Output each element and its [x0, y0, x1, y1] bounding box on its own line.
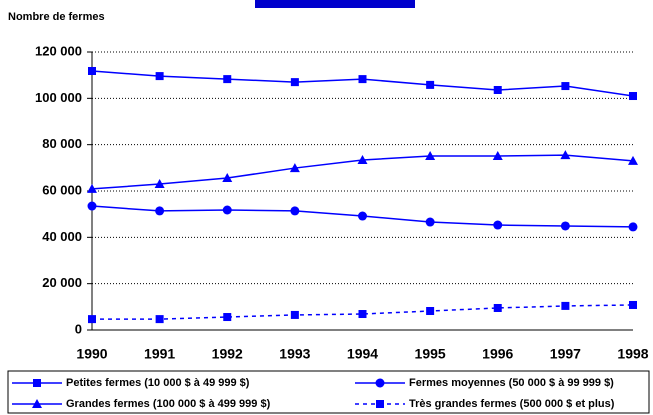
- y-tick-label: 0: [75, 321, 82, 336]
- marker: [426, 307, 435, 316]
- marker: [561, 82, 570, 91]
- marker: [561, 301, 570, 310]
- marker: [425, 217, 435, 227]
- marker: [629, 300, 637, 309]
- y-tick-label: 20 000: [42, 275, 82, 290]
- marker: [155, 72, 164, 81]
- marker: [629, 92, 637, 101]
- legend-label: Petites fermes (10 000 $ à 49 999 $): [66, 377, 250, 389]
- marker: [154, 179, 165, 189]
- x-tick-label: 1995: [415, 346, 446, 362]
- marker: [222, 173, 233, 183]
- marker: [492, 151, 503, 161]
- x-tick-label: 1998: [617, 346, 648, 362]
- legend-marker: [376, 400, 384, 408]
- marker: [560, 150, 571, 160]
- marker: [222, 205, 232, 215]
- x-tick-label: 1996: [482, 346, 513, 362]
- marker: [493, 303, 502, 312]
- y-tick-label: 120 000: [35, 43, 82, 58]
- marker: [358, 211, 367, 221]
- y-tick-label: 80 000: [42, 136, 82, 151]
- x-tick-label: 1997: [550, 346, 581, 362]
- marker: [223, 75, 232, 84]
- title-banner: [255, 0, 415, 8]
- y-tick-label: 40 000: [42, 229, 82, 244]
- marker: [357, 154, 368, 164]
- marker: [628, 222, 638, 232]
- legend-marker: [33, 379, 41, 387]
- y-tick-label: 100 000: [35, 90, 82, 105]
- legend-label: Fermes moyennes (50 000 $ à 99 999 $): [409, 377, 614, 389]
- marker: [155, 315, 164, 324]
- legend-label: Grandes fermes (100 000 $ à 499 999 $): [66, 398, 271, 410]
- x-tick-label: 1990: [76, 346, 107, 362]
- series-line: [91, 70, 634, 97]
- legend-marker: [32, 399, 42, 408]
- marker: [358, 310, 367, 319]
- marker: [223, 313, 232, 322]
- marker: [87, 183, 97, 193]
- marker: [290, 78, 299, 87]
- marker: [493, 85, 502, 94]
- x-tick-label: 1993: [279, 346, 310, 362]
- marker: [87, 201, 97, 211]
- marker: [289, 163, 300, 173]
- marker: [426, 80, 435, 89]
- marker: [88, 66, 96, 75]
- marker: [628, 155, 638, 165]
- marker: [290, 206, 300, 216]
- x-tick-label: 1992: [212, 346, 243, 362]
- legend-box: [7, 370, 650, 414]
- x-tick-label: 1994: [347, 346, 378, 362]
- marker: [493, 220, 503, 230]
- legend-marker: [375, 378, 385, 388]
- marker: [425, 151, 436, 161]
- legend-label: Très grandes fermes (500 000 $ et plus): [409, 398, 615, 410]
- marker: [560, 221, 570, 231]
- y-axis-label: Nombre de fermes: [8, 11, 105, 23]
- y-tick-label: 60 000: [42, 182, 82, 197]
- series-line: [92, 304, 634, 320]
- marker: [88, 315, 96, 324]
- marker: [358, 75, 367, 84]
- marker: [290, 310, 299, 319]
- marker: [155, 206, 165, 216]
- x-tick-label: 1991: [144, 346, 175, 362]
